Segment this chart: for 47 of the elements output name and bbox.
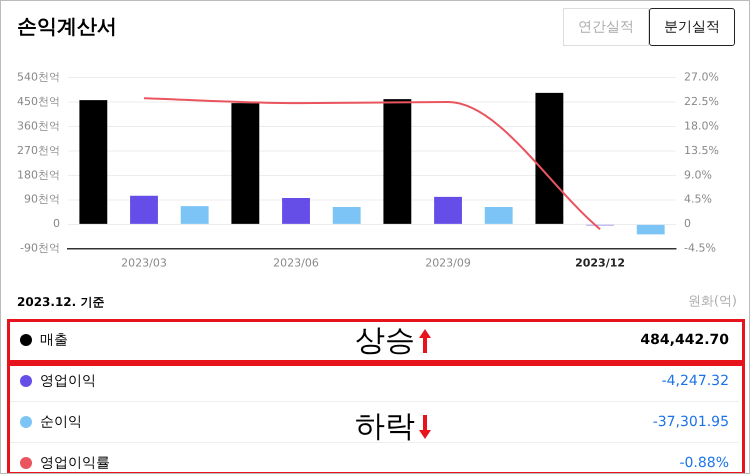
y-tick-label: 540천억 (16, 70, 60, 84)
y-tick-label: -90천억 (20, 242, 60, 255)
legend-label: 매출 (40, 331, 68, 349)
y-tick-label: 90천억 (24, 192, 60, 206)
text: -4,247.32 (662, 373, 729, 389)
y-tick-label: 270천억 (16, 144, 60, 157)
bar (332, 206, 361, 224)
text: -37,301.95 (652, 414, 729, 430)
text: 484,442.70 (640, 332, 729, 348)
bar (535, 92, 564, 224)
y-tick-label: 0 (52, 217, 60, 230)
text: 분기실적 (649, 8, 735, 46)
bar (180, 206, 209, 224)
bar (231, 103, 260, 224)
text: 2023.12. 기준 (17, 294, 104, 311)
x-tick-label: 2023/09 (425, 256, 471, 270)
bar (282, 198, 310, 224)
y2-tick-label: 13.5% (684, 144, 720, 157)
y2-tick-label: 27.0% (684, 70, 720, 84)
y-tick-label: 450천억 (16, 94, 60, 108)
text: 원화(억) (688, 293, 737, 310)
x-tick-label: 2023/12 (575, 256, 626, 270)
y2-tick-label: 9.0% (684, 168, 712, 182)
y2-tick-label: -4.5% (684, 242, 716, 255)
text: 상승 (355, 322, 415, 360)
bar (383, 99, 412, 224)
y2-tick-label: 18.0% (684, 119, 720, 132)
bar (130, 196, 158, 224)
legend-label: 영업이익 (40, 372, 96, 390)
y2-tick-label: 22.5% (684, 94, 720, 108)
x-tick-label: 2023/03 (121, 256, 167, 270)
bar (79, 100, 108, 224)
bar (636, 224, 665, 234)
y-tick-label: 180천억 (16, 168, 60, 182)
bar (484, 206, 513, 224)
y-tick-label: 360천억 (16, 119, 60, 132)
text: 하락 (355, 408, 415, 446)
y2-tick-label: 4.5% (684, 192, 712, 206)
bar (434, 196, 462, 224)
chart-title: 손익계산서 (17, 13, 117, 40)
legend-label: 순이익 (40, 413, 82, 431)
legend-label: 영업이익률 (40, 454, 110, 472)
text: -0.88% (679, 455, 729, 471)
line-series (143, 97, 602, 230)
x-tick-label: 2023/06 (273, 256, 319, 270)
y2-tick-label: 0 (684, 217, 692, 230)
text: 연간실적 (563, 8, 649, 46)
